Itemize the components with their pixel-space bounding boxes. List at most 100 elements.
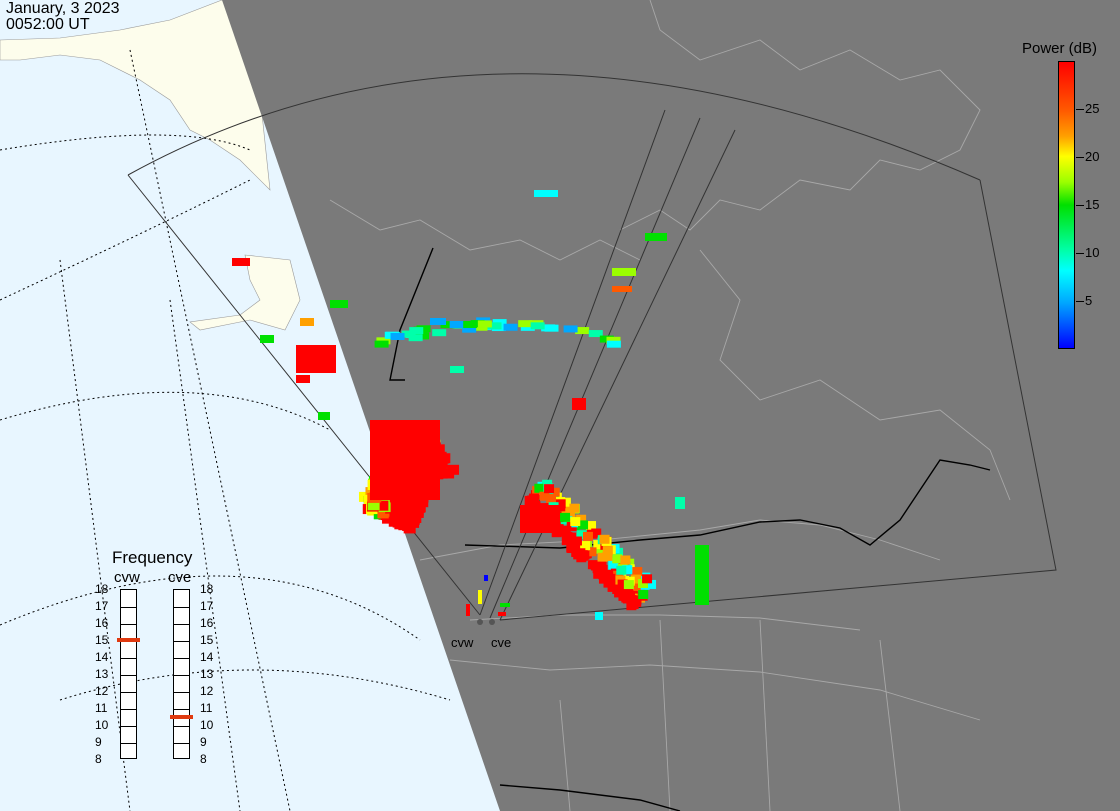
frequency-level-label: 14: [200, 650, 214, 664]
echo-cell: [638, 590, 649, 600]
echo-cell: [588, 330, 603, 338]
echo-cell: [602, 546, 613, 556]
echo-cell: [572, 398, 586, 410]
ladder-rung: [121, 743, 136, 744]
echo-cell: [617, 579, 628, 589]
echo-cell: [300, 318, 314, 326]
echo-cell: [487, 322, 502, 330]
echo-cell: [612, 268, 636, 276]
echo-cell: [477, 320, 492, 328]
echo-cell: [555, 502, 566, 512]
echo-cell: [623, 580, 634, 590]
echo-cell: [609, 559, 620, 569]
radar-echoes: [232, 190, 709, 620]
ladder-rung: [174, 709, 189, 710]
ladder-rung: [121, 709, 136, 710]
echo-cell: [602, 551, 613, 561]
echo-cell: [500, 603, 510, 607]
frequency-ladder-cvw: [120, 589, 137, 759]
time-label: 0052:00 UT: [6, 16, 90, 33]
echo-cell: [586, 547, 597, 557]
colorbar-tick: [1076, 253, 1084, 254]
site-label-cve: cve: [491, 635, 512, 650]
echo-cell: [530, 322, 545, 330]
echo-cell: [450, 366, 464, 373]
echo-cell: [520, 505, 560, 533]
site-label-cvw: cvw: [451, 635, 474, 650]
frequency-level-label: 12: [95, 684, 109, 698]
echo-cell: [370, 420, 440, 500]
echo-cell: [394, 519, 407, 530]
echo-cell: [318, 412, 330, 420]
echo-cell: [631, 574, 642, 584]
frequency-ladder-cve: [173, 589, 190, 759]
echo-cell: [411, 507, 424, 518]
echo-cell: [408, 500, 421, 511]
echo-cell: [466, 604, 470, 616]
echo-cell: [561, 505, 572, 515]
colorbar-tick: [1076, 205, 1084, 206]
frequency-level-label: 17: [200, 599, 214, 613]
echo-cell: [399, 511, 412, 522]
frequency-level-label: 10: [200, 718, 214, 732]
echo-cell: [374, 340, 389, 348]
echo-cell: [596, 561, 607, 571]
echo-cell: [607, 582, 618, 592]
echo-cell: [520, 323, 535, 331]
frequency-level-label: 15: [200, 633, 214, 647]
echo-cell: [612, 554, 623, 564]
echo-cell: [407, 514, 420, 525]
frequency-level-label: 8: [200, 752, 207, 766]
echo-cell: [432, 329, 447, 337]
colorbar-tick-label: 10: [1085, 245, 1100, 260]
echo-cell: [330, 300, 348, 308]
frequency-level-label: 9: [95, 735, 102, 749]
echo-cell: [560, 497, 571, 507]
echo-cell: [642, 574, 653, 584]
colorbar-tick: [1076, 301, 1084, 302]
colorbar-tick: [1076, 157, 1084, 158]
frequency-level-label: 10: [95, 718, 109, 732]
colorbar: [1058, 61, 1075, 349]
colorbar-tick-label: 5: [1085, 293, 1093, 308]
echo-cell: [534, 190, 558, 197]
frequency-level-label: 11: [95, 701, 108, 715]
graticule: [0, 49, 451, 811]
frequency-title: Frequency: [112, 548, 193, 567]
echo-cell: [377, 508, 390, 519]
echo-cell: [462, 325, 477, 333]
frequency-level-label: 18: [200, 582, 214, 596]
echo-cell: [434, 463, 447, 474]
frequency-level-label: 12: [200, 684, 214, 698]
echo-cell: [544, 484, 555, 494]
echo-cell: [599, 534, 610, 544]
echo-cell: [622, 565, 633, 575]
echo-cell: [613, 570, 624, 580]
echo-cell: [376, 500, 389, 511]
radar-label-cve: cve: [168, 569, 192, 586]
echo-cell: [440, 321, 455, 329]
colorbar-tick-label: 25: [1085, 101, 1100, 116]
echo-cell: [614, 588, 625, 598]
ladder-rung: [121, 692, 136, 693]
echo-cell: [600, 573, 611, 583]
borders: [389, 247, 991, 811]
echo-cell: [435, 468, 448, 479]
echo-cell: [567, 544, 578, 554]
night-region: [222, 0, 1120, 811]
ladder-rung: [121, 726, 136, 727]
frequency-level-label: 17: [95, 599, 109, 613]
echo-cell: [675, 497, 685, 509]
echo-cell: [632, 567, 643, 577]
frequency-level-label: 9: [200, 735, 207, 749]
echo-cell: [580, 541, 591, 551]
colorbar-title: Power (dB): [1022, 40, 1098, 57]
ladder-rung: [174, 624, 189, 625]
echo-cell: [503, 323, 518, 331]
echo-cell: [606, 340, 621, 348]
echo-cell: [260, 335, 274, 343]
echo-cell: [624, 591, 635, 601]
echo-cell: [390, 332, 405, 340]
ladder-rung: [121, 607, 136, 608]
echo-cell: [385, 503, 398, 514]
